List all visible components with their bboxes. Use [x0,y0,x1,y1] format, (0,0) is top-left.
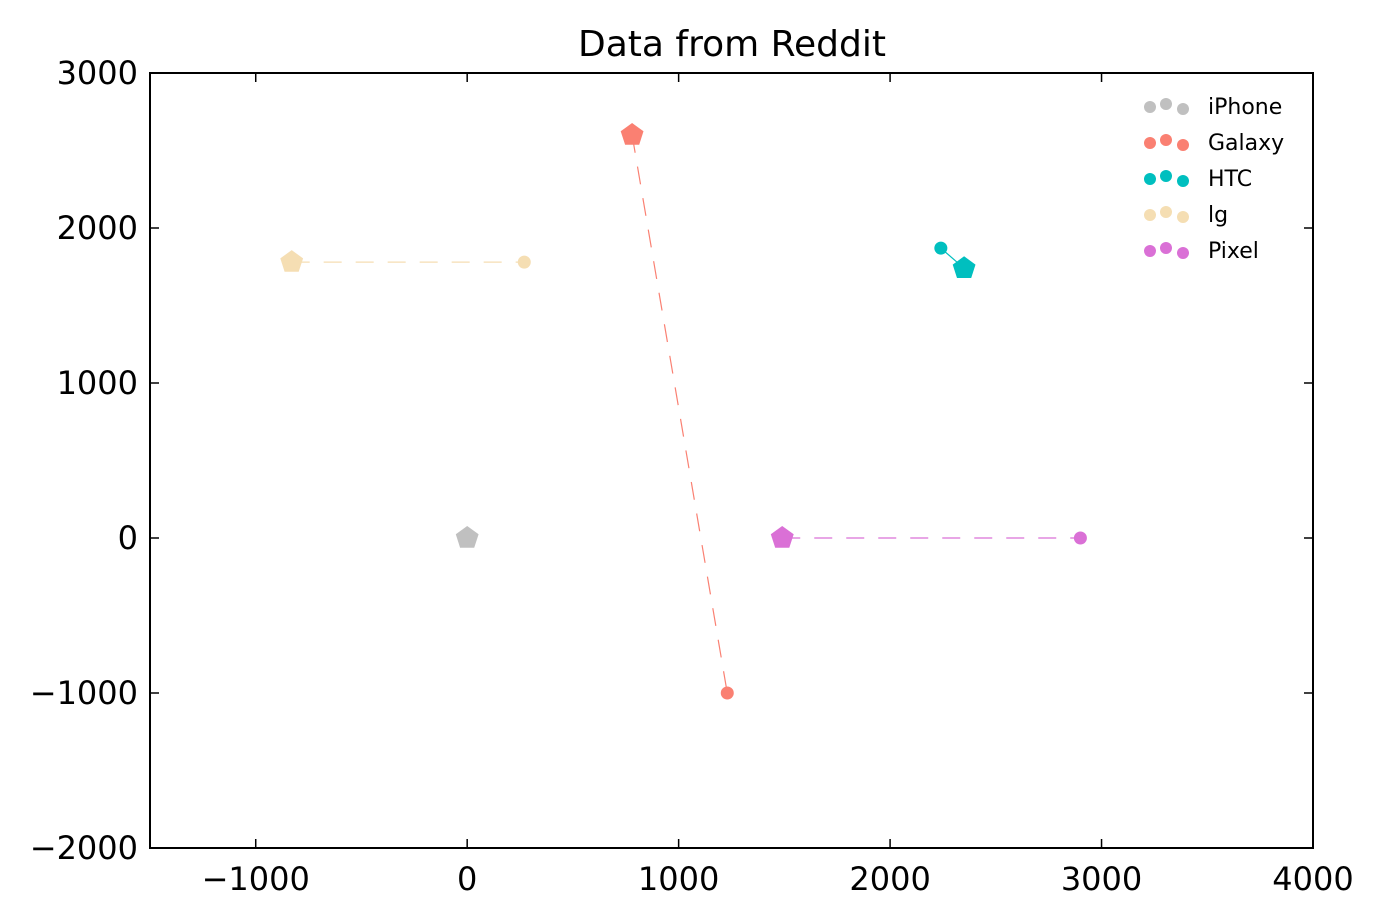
series-galaxy-pentagon-point [620,123,644,145]
series-lg-circle-point [517,255,531,269]
series-pixel-pentagon-point [770,526,794,548]
legend-item-galaxy: Galaxy [1144,131,1284,156]
legend-marker [1177,211,1189,223]
legend-marker [1144,173,1156,185]
legend-label: lg [1208,203,1228,228]
series-iphone [455,526,479,548]
legend-marker [1177,139,1189,151]
legend-marker [1177,175,1189,187]
y-tick-label: −2000 [30,829,138,867]
legend-marker [1144,209,1156,221]
legend-item-iphone: iPhone [1144,95,1282,120]
legend-item-htc: HTC [1144,167,1252,192]
y-tick-label: 3000 [57,54,138,92]
series-iphone-pentagon-point [455,526,479,548]
legend: iPhone Galaxy HTC lg Pixel [1144,95,1284,264]
legend-marker [1160,170,1172,182]
y-tick-label: 0 [118,519,138,557]
y-tick-label: 1000 [57,364,138,402]
legend-label: iPhone [1208,95,1282,120]
series-htc [934,241,976,278]
legend-item-pixel: Pixel [1144,239,1259,264]
axes-layer: −1000 0 1000 2000 3000 4000 −2000 −1000 0 1000 200… [30,54,1354,898]
x-tick-label: 2000 [849,860,930,898]
legend-marker [1144,245,1156,257]
legend-item-lg: lg [1144,203,1228,228]
series-lg-pentagon-point [280,250,304,272]
series-htc-circle-point [934,241,948,255]
legend-marker [1160,98,1172,110]
series-lg [280,250,531,272]
x-tick-label: 1000 [638,860,719,898]
legend-label: Pixel [1208,239,1259,264]
x-tick-label: 4000 [1272,860,1353,898]
x-tick-label: 0 [457,860,477,898]
y-tick-label: −1000 [30,674,138,712]
series-galaxy [620,123,734,700]
chart-title: Data from Reddit [578,24,886,65]
legend-label: Galaxy [1208,131,1284,156]
x-tick-label: −1000 [202,860,310,898]
x-tick-label: 3000 [1061,860,1142,898]
legend-marker [1160,206,1172,218]
legend-marker [1144,101,1156,113]
plot-frame [149,72,1314,849]
legend-marker [1177,247,1189,259]
legend-marker [1160,134,1172,146]
y-tick-label: 2000 [57,209,138,247]
legend-marker [1160,242,1172,254]
legend-label: HTC [1208,167,1252,192]
legend-marker [1177,103,1189,115]
series-pixel [770,526,1087,548]
legend-marker [1144,137,1156,149]
series-htc-pentagon-point [952,256,976,278]
series-layer [280,123,1087,700]
series-pixel-circle-point [1073,531,1087,545]
series-galaxy-circle-point [720,686,734,700]
